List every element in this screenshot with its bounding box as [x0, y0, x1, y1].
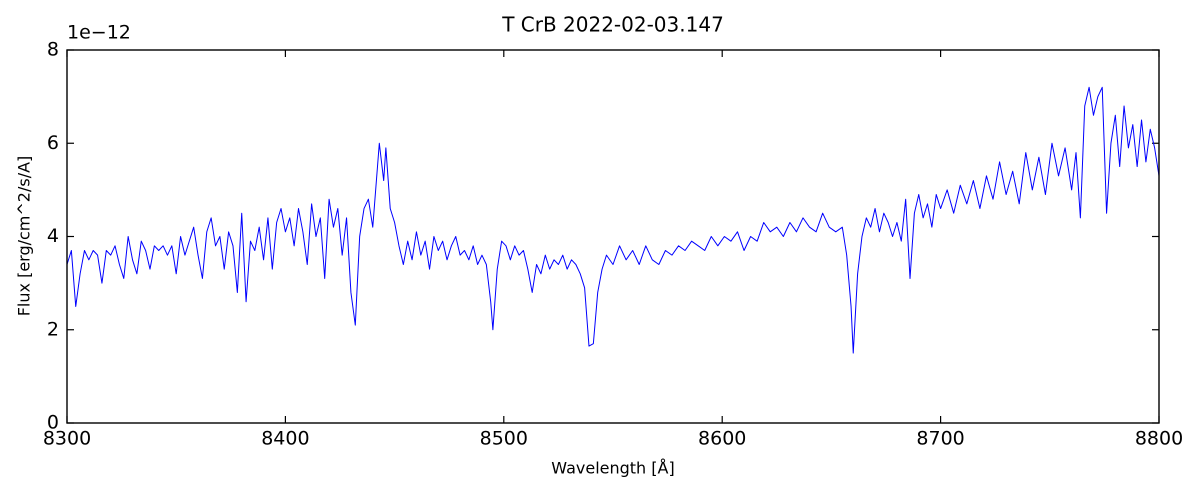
x-tick-label: 8700 [916, 428, 964, 450]
y-tick-label: 0 [47, 412, 59, 434]
y-tick-label: 4 [47, 225, 59, 247]
y-tick-label: 6 [47, 132, 59, 154]
spectrum-line [66, 86, 1160, 354]
x-tick-label: 8600 [698, 428, 746, 450]
x-tick-label: 8800 [1135, 428, 1183, 450]
plot-frame [66, 49, 1160, 424]
x-tick-label: 8500 [480, 428, 528, 450]
chart-title: T CrB 2022-02-03.147 [501, 13, 724, 37]
y-axis-label: Flux [erg/cm^2/s/A] [15, 156, 34, 317]
y-offset-label: 1e−12 [67, 22, 131, 44]
x-tick-label: 8300 [43, 428, 91, 450]
x-axis-label: Wavelength [Å] [551, 459, 674, 478]
y-tick-label: 8 [47, 39, 59, 61]
y-tick-label: 2 [47, 318, 59, 340]
x-tick-label: 8400 [261, 428, 309, 450]
